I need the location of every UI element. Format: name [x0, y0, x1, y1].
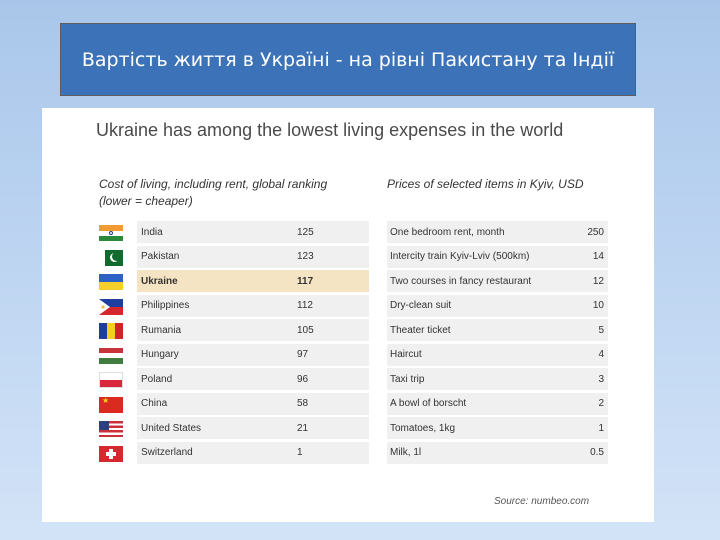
price-row: Tomatoes, 1kg 1 [387, 417, 608, 442]
pakistan-flag-icon [99, 249, 123, 266]
price-value: 1 [578, 417, 608, 442]
ranking-country: Switzerland [137, 441, 291, 466]
ranking-row: Poland 96 [99, 368, 369, 393]
ranking-country: Ukraine [137, 270, 291, 295]
ranking-value: 125 [291, 221, 369, 246]
price-row: One bedroom rent, month 250 [387, 221, 608, 246]
ranking-row: Switzerland 1 [99, 441, 369, 467]
infographic-headline: Ukraine has among the lowest living expe… [96, 120, 564, 140]
price-row: Two courses in fancy restaurant 12 [387, 270, 608, 295]
price-value: 3 [578, 368, 608, 393]
philippines-flag-icon [99, 298, 123, 315]
ranking-country: India [137, 221, 291, 246]
ranking-row: ★ China 58 [99, 392, 369, 418]
price-value: 5 [578, 319, 608, 344]
ranking-value: 97 [291, 343, 369, 368]
ranking-value: 117 [291, 270, 369, 295]
ranking-value: 105 [291, 319, 369, 344]
ukraine-flag-icon [99, 274, 123, 291]
price-value: 14 [578, 245, 608, 270]
price-row: Taxi trip 3 [387, 368, 608, 393]
price-item: Taxi trip [387, 368, 578, 393]
india-flag-icon [99, 225, 123, 242]
price-row: Intercity train Kyiv-Lviv (500km) 14 [387, 245, 608, 271]
ranking-value: 96 [291, 368, 369, 393]
ranking-value: 58 [291, 392, 369, 417]
ranking-country: Rumania [137, 319, 291, 344]
price-row: Milk, 1l 0.5 [387, 441, 608, 467]
prices-table: One bedroom rent, month 250 Intercity tr… [387, 221, 608, 466]
ranking-country: United States [137, 417, 291, 442]
infographic-card: Ukraine has among the lowest living expe… [42, 108, 654, 522]
price-value: 2 [578, 392, 608, 417]
price-value: 250 [578, 221, 608, 246]
price-item: Two courses in fancy restaurant [387, 270, 578, 295]
ranking-row: India 125 [99, 221, 369, 246]
ranking-country: Poland [137, 368, 291, 393]
price-value: 12 [578, 270, 608, 295]
source-note: Source: numbeo.com [494, 496, 590, 507]
price-row: Haircut 4 [387, 343, 608, 369]
price-item: A bowl of borscht [387, 392, 578, 417]
price-row: A bowl of borscht 2 [387, 392, 608, 418]
price-item: Haircut [387, 343, 578, 368]
ranking-subtitle: Cost of living, including rent, global r… [99, 177, 328, 208]
ranking-country: Pakistan [137, 245, 291, 270]
ranking-country: China [137, 392, 291, 417]
price-item: Theater ticket [387, 319, 578, 344]
ranking-row: Rumania 105 [99, 319, 369, 344]
ranking-value: 21 [291, 417, 369, 442]
ranking-row-highlighted: Ukraine 117 [99, 270, 369, 295]
usa-flag-icon [99, 421, 123, 438]
ranking-row: Philippines 112 [99, 294, 369, 320]
poland-flag-icon [99, 372, 123, 389]
hungary-flag-icon [99, 347, 123, 364]
ranking-table: India 125 Pakistan 123 Ukraine 117 [99, 221, 369, 466]
ranking-row: United States 21 [99, 417, 369, 442]
price-value: 0.5 [578, 441, 608, 466]
ranking-country: Philippines [137, 294, 291, 319]
price-item: Milk, 1l [387, 441, 578, 466]
ranking-row: Pakistan 123 [99, 245, 369, 271]
price-item: Intercity train Kyiv-Lviv (500km) [387, 245, 578, 270]
price-value: 4 [578, 343, 608, 368]
slide-title-box: Вартість життя в Україні - на рівні Паки… [60, 23, 636, 96]
ranking-value: 1 [291, 441, 369, 466]
price-value: 10 [578, 294, 608, 319]
ranking-value: 123 [291, 245, 369, 270]
romania-flag-icon [99, 323, 123, 340]
price-row: Theater ticket 5 [387, 319, 608, 344]
ranking-value: 112 [291, 294, 369, 319]
ranking-country: Hungary [137, 343, 291, 368]
ranking-row: Hungary 97 [99, 343, 369, 369]
china-flag-icon: ★ [99, 396, 123, 413]
slide-title: Вартість життя в Україні - на рівні Паки… [81, 48, 615, 71]
prices-subtitle: Prices of selected items in Kyiv, USD [387, 177, 584, 191]
price-row: Dry-clean suit 10 [387, 294, 608, 320]
price-item: One bedroom rent, month [387, 221, 578, 246]
price-item: Dry-clean suit [387, 294, 578, 319]
switzerland-flag-icon [99, 445, 123, 462]
price-item: Tomatoes, 1kg [387, 417, 578, 442]
